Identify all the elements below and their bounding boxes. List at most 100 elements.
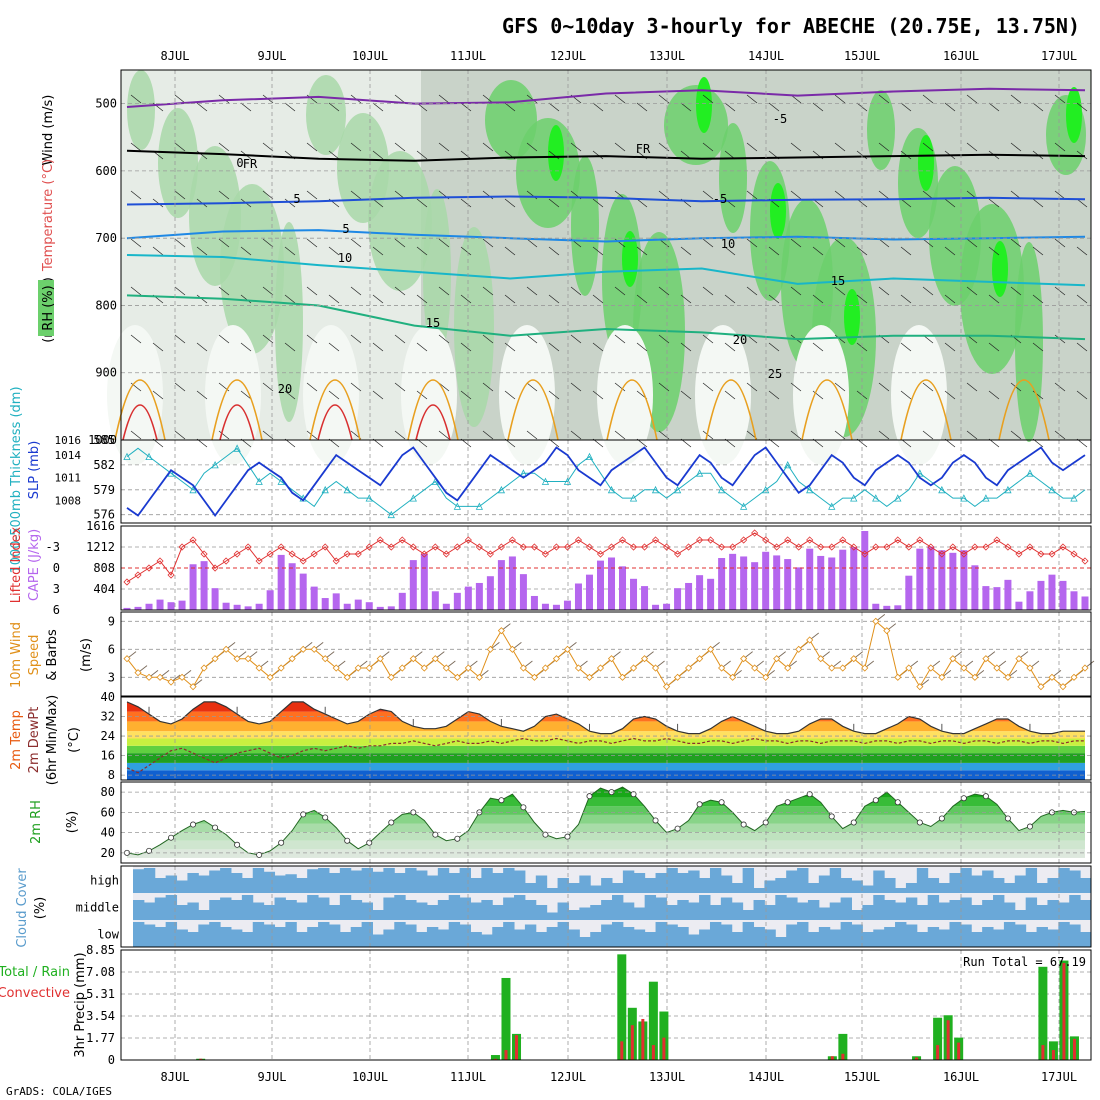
- wind-barb: [878, 382, 890, 392]
- wind-barb: [152, 246, 164, 256]
- cloud-cover-bar: [524, 924, 537, 947]
- cloud-cover-bar: [677, 927, 689, 947]
- cloud-cover-bar: [470, 902, 482, 920]
- cape-bar: [652, 604, 660, 610]
- wind-barb: [680, 390, 692, 400]
- cape-bar: [200, 561, 208, 610]
- thickness-marker: [233, 444, 241, 452]
- thickness-marker: [387, 510, 395, 519]
- rh-dry-column: [793, 325, 849, 465]
- wind-barb: [812, 342, 824, 352]
- cloud-cover-bar: [818, 907, 831, 920]
- cape-bar: [288, 563, 296, 610]
- wind-speed-marker: [222, 645, 230, 653]
- lifted-index-marker: [993, 536, 1001, 544]
- wind-barb: [262, 430, 274, 440]
- wind-barb: [702, 142, 714, 152]
- lifted-index-marker: [563, 543, 572, 551]
- cloud-cover-bar: [764, 905, 776, 920]
- cape-bar: [530, 595, 538, 610]
- wind-speed-marker: [431, 655, 439, 663]
- lifted-index-marker: [178, 543, 186, 551]
- cape-bar: [773, 555, 781, 610]
- precip-convective-bar: [936, 1045, 940, 1060]
- cloud-cover-bar: [241, 878, 254, 893]
- slp-tick-label: 1008: [55, 494, 82, 507]
- isotherm-label: 10: [721, 237, 735, 251]
- wind-barb: [856, 246, 868, 256]
- cloud-cover-bar: [263, 905, 276, 920]
- cloud-cover-bar: [1036, 883, 1048, 893]
- cloud-cover-bar: [851, 880, 863, 893]
- cloud-cover-bar: [394, 922, 406, 947]
- wind-speed-marker: [927, 664, 935, 672]
- lifted-index-marker: [354, 550, 362, 558]
- wind-speed-marker: [310, 645, 318, 653]
- cloud-cover-bar: [655, 873, 667, 893]
- wind-barb: [768, 246, 780, 256]
- cape-bar: [156, 599, 164, 610]
- wind-barb: [174, 190, 186, 200]
- cape-bar: [431, 591, 439, 610]
- wind-barb: [174, 286, 186, 296]
- wind-barb: [636, 198, 648, 208]
- wind-barb: [460, 102, 472, 112]
- wind-speed-marker: [277, 664, 285, 672]
- wind-barb: [526, 238, 538, 248]
- cloud-cover-bar: [775, 895, 787, 920]
- rh-marker: [322, 814, 329, 821]
- lifted-index-marker: [971, 543, 979, 551]
- cloud-cover-bar: [1014, 875, 1027, 893]
- wind-barb: [570, 382, 582, 392]
- cloud-cover-bar: [862, 905, 874, 920]
- wind-barb: [394, 94, 406, 104]
- thickness-marker: [607, 485, 616, 494]
- cloud-cover-bar: [426, 905, 439, 920]
- slp-tick-label: 1011: [55, 472, 82, 485]
- wind-barb: [614, 286, 626, 296]
- cape-bar: [167, 602, 175, 610]
- wind-barb: [262, 142, 274, 152]
- rh-color-band: [127, 823, 1085, 833]
- rh-moist-blob: [719, 123, 747, 233]
- isotherm-line: [126, 149, 1086, 162]
- lifted-index-marker: [123, 578, 131, 586]
- cape-bar: [596, 560, 604, 610]
- wind-barb: [482, 430, 494, 440]
- cloud-cover-bar: [383, 929, 395, 947]
- lifted-index-marker: [674, 550, 682, 558]
- rh-saturated-blob: [844, 289, 860, 345]
- cloud-cover-bar: [503, 897, 515, 920]
- cloud-cover-bar: [416, 932, 428, 947]
- wind-speed-marker: [795, 645, 803, 653]
- cloud-cover-bar: [546, 912, 559, 920]
- lifted-index-marker: [938, 550, 946, 558]
- lifted-index-marker: [398, 536, 406, 544]
- cloud-cover-bar: [328, 873, 341, 893]
- wind-axis-label: Wind (m/s): [41, 95, 56, 166]
- rh-dry-column: [597, 325, 653, 465]
- wind-barb: [592, 150, 604, 160]
- cloud-cover-bar: [143, 924, 156, 947]
- rh-moist-blob: [571, 156, 599, 296]
- lifted-index-marker: [442, 550, 450, 558]
- wind-barb: [482, 334, 494, 344]
- wind-barb: [1054, 430, 1066, 440]
- wind-barb: [1010, 430, 1022, 440]
- rh-marker: [806, 791, 813, 798]
- lifted-index-marker: [519, 543, 527, 551]
- rh-dry-column: [695, 325, 751, 465]
- isotherm-25-dome: [606, 379, 658, 441]
- precip-tick-label: 7.08: [86, 965, 115, 979]
- cloud-cover-bar: [699, 929, 711, 947]
- thickness-axis-label: 1000-500mb Thickness (dm): [9, 386, 24, 573]
- cloud-cover-bar: [927, 878, 940, 893]
- rh-marker: [212, 824, 219, 831]
- cloud-cover-bar: [807, 900, 820, 920]
- isotherm-line: [126, 229, 1086, 243]
- rh-color-band: [127, 806, 1085, 815]
- wind-speed-marker: [773, 655, 781, 663]
- cloud-cover-bar: [720, 924, 733, 947]
- wind-barb: [284, 102, 296, 112]
- rh2m-unit-label: (%): [65, 811, 80, 834]
